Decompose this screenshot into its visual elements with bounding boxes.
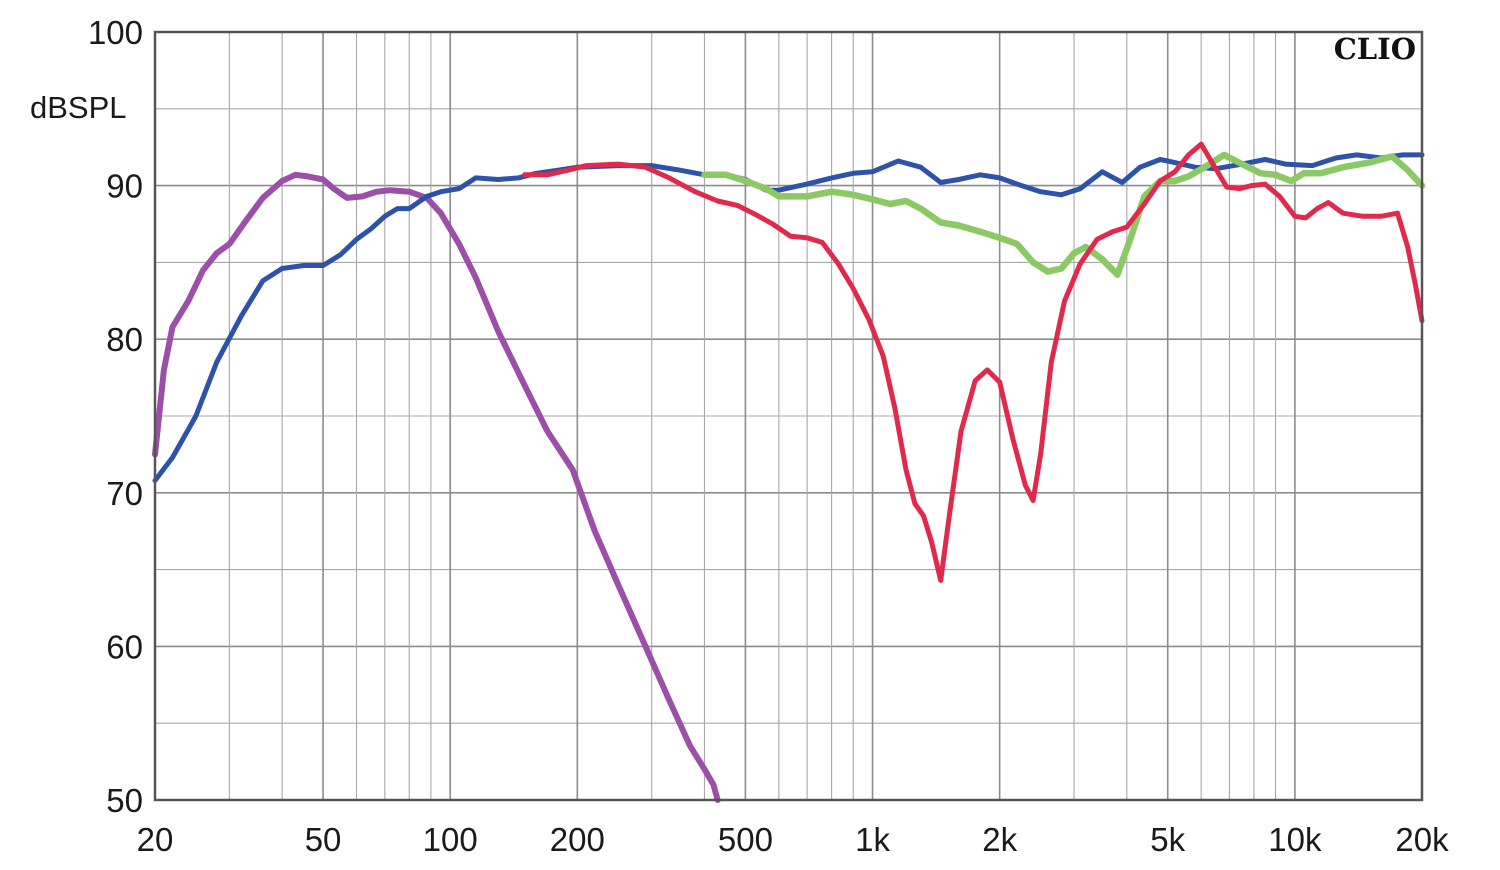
x-tick-label: 200 [550,821,605,858]
curves [152,141,1426,803]
x-tick-label: 20k [1395,821,1449,858]
x-tick-label: 1k [855,821,890,858]
y-tick-label: 60 [106,628,143,665]
x-tick-label: 100 [423,821,478,858]
y-tick-labels: 100 90 80 70 60 50 [88,14,143,819]
y-tick-label: 50 [106,782,143,819]
x-tick-labels: 20 50 100 200 500 1k 2k 5k 10k 20k [137,821,1449,858]
x-tick-label: 2k [982,821,1017,858]
x-tick-label: 10k [1268,821,1322,858]
x-tick-label: 50 [305,821,342,858]
x-tick-label: 20 [137,821,174,858]
x-tick-label: 5k [1150,821,1185,858]
response-curve-3 [701,151,1426,278]
y-tick-label: 80 [106,321,143,358]
y-tick-label: 90 [106,168,143,205]
y-tick-label: 100 [88,14,143,51]
y-axis-unit-label: dBSPL [30,90,127,125]
clio-watermark: CLIO [1334,32,1416,66]
plot-frame [153,30,1424,802]
x-tick-label: 500 [718,821,773,858]
response-curve-1 [152,171,721,803]
response-curve-4 [522,141,1425,583]
grid [154,31,1423,801]
y-tick-label: 70 [106,475,143,512]
response-curve-2 [152,152,1425,483]
